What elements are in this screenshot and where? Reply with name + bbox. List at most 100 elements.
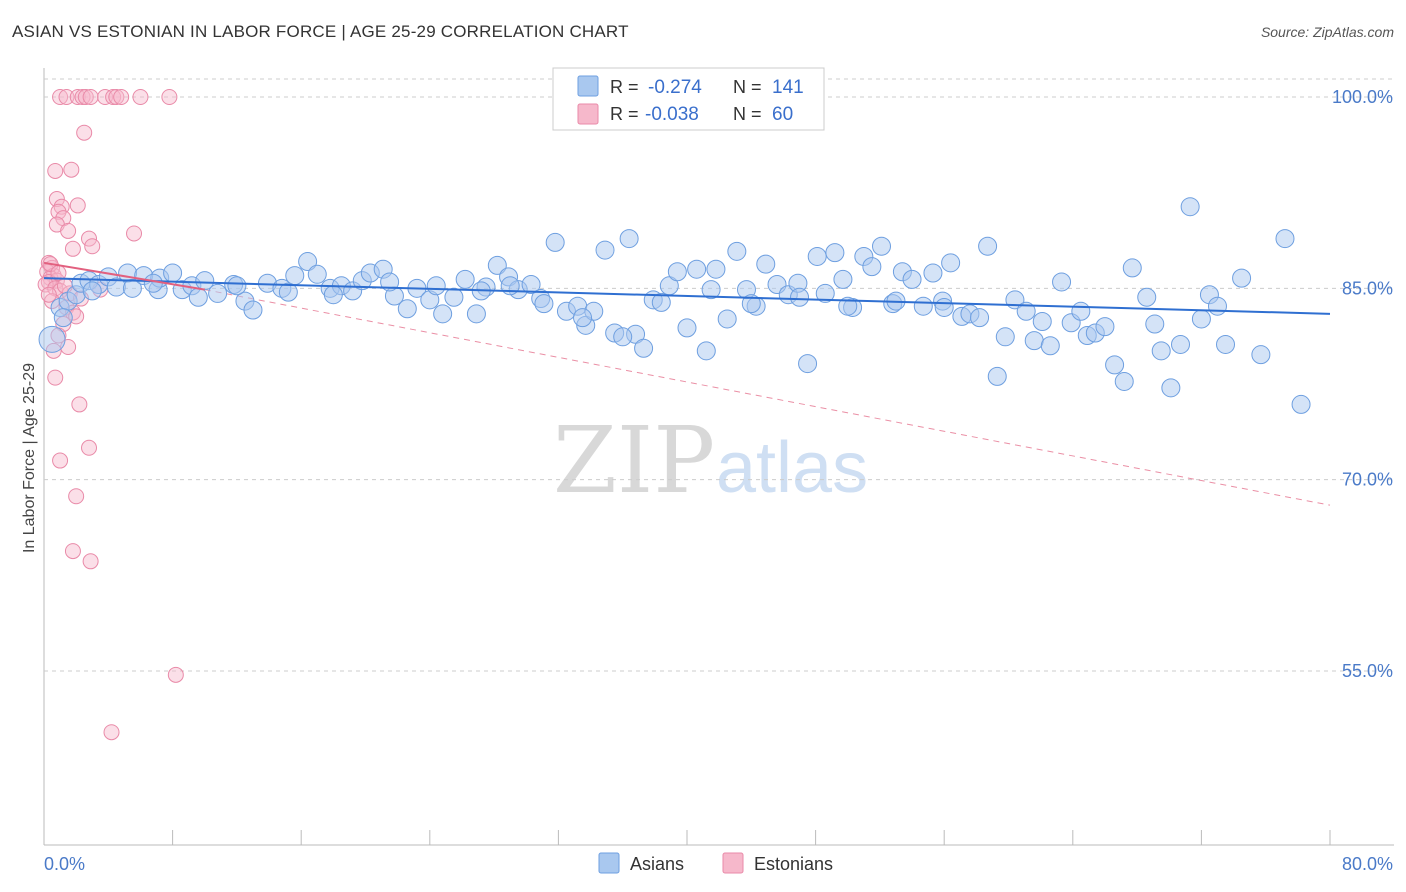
y-tick-label-55: 55.0% [1342, 661, 1393, 681]
estonians-trend-extension [204, 289, 1331, 506]
estonian-point [63, 161, 80, 178]
estonian-point [64, 240, 81, 257]
estonian-point [84, 238, 101, 255]
estonian-point [69, 197, 86, 214]
x-tick-label-max: 80.0% [1342, 854, 1393, 874]
asian-point [122, 278, 142, 298]
watermark-atlas: atlas [716, 428, 868, 508]
asian-point [1105, 355, 1125, 375]
asian-point [53, 308, 73, 328]
asian-point [573, 308, 593, 328]
legend-asian-n-label: N = [733, 77, 762, 97]
asian-point [790, 287, 810, 307]
asian-point [1122, 258, 1142, 278]
asian-point [872, 236, 892, 256]
legend-estonian-r-label: R = [610, 104, 639, 124]
legend-estonian-swatch [578, 104, 598, 124]
asian-point [227, 276, 247, 296]
asian-point [1114, 371, 1134, 391]
estonian-point [81, 439, 98, 456]
asian-point [815, 283, 835, 303]
estonian-point [69, 89, 86, 105]
asian-point [426, 276, 446, 296]
legend-asian-swatch-border [577, 75, 599, 97]
asian-point [833, 269, 853, 289]
asian-point [1191, 309, 1211, 329]
asian-point [923, 263, 943, 283]
asian-point [1232, 268, 1252, 288]
estonian-point [47, 369, 64, 386]
asian-point [82, 281, 102, 301]
asian-point [619, 229, 639, 249]
y-tick-label-70: 70.0% [1342, 470, 1393, 490]
asian-point [195, 271, 215, 291]
bottom-legend-asian-swatch-border [598, 852, 620, 874]
asian-point [862, 257, 882, 277]
asian-point [1095, 317, 1115, 337]
estonian-point [48, 191, 65, 208]
bottom-legend-estonian-swatch-border [722, 852, 744, 874]
asian-point [444, 287, 464, 307]
asian-point [521, 275, 541, 295]
grid-lines [44, 78, 1394, 672]
asian-point [534, 294, 554, 314]
y-tick-label-85: 85.0% [1342, 278, 1393, 298]
asian-point [798, 354, 818, 374]
asian-point [1024, 331, 1044, 351]
correlation-legend: R = -0.274 N = 141 R = -0.038 N = 60 [552, 67, 825, 131]
asian-point [487, 255, 507, 275]
asian-point [380, 272, 400, 292]
asian-point [995, 327, 1015, 347]
chart-title: ASIAN VS ESTONIAN IN LABOR FORCE | AGE 2… [12, 22, 629, 41]
asian-point [941, 253, 961, 273]
asian-point [323, 285, 343, 305]
asian-point [243, 300, 263, 320]
estonian-point [161, 89, 178, 105]
asian-point [1161, 378, 1181, 398]
estonian-point [47, 280, 64, 297]
estonian-point [82, 89, 99, 105]
asian-point [634, 338, 654, 358]
estonian-point [132, 89, 149, 105]
asian-point [466, 304, 486, 324]
asian-point [756, 254, 776, 274]
watermark-zip: ZIP [553, 407, 715, 514]
asian-point [163, 263, 183, 283]
asian-point [987, 366, 1007, 386]
bottom-legend-estonian-swatch [723, 853, 743, 873]
estonian-point [40, 286, 57, 303]
asian-point [38, 325, 66, 353]
asian-point [285, 266, 305, 286]
asian-point [1251, 345, 1271, 365]
asian-point [1016, 301, 1036, 321]
asian-point [455, 269, 475, 289]
legend-asian-n-value: 141 [772, 77, 804, 98]
asian-point [1180, 197, 1200, 217]
asian-point [913, 296, 933, 316]
bottom-legend-asian-label: Asians [630, 854, 684, 874]
asian-point [902, 269, 922, 289]
legend-asian-r-label: R = [610, 77, 639, 97]
estonian-point [76, 124, 93, 141]
asian-point [717, 309, 737, 329]
asian-point [1145, 314, 1165, 334]
asian-point [1216, 334, 1236, 354]
estonians-trend-line [43, 261, 205, 291]
asian-point [934, 297, 954, 317]
estonian-point [167, 666, 184, 683]
bottom-legend-asian-swatch [599, 853, 619, 873]
legend-estonian-r-value: -0.038 [645, 104, 699, 125]
legend-estonian-swatch-border [577, 103, 599, 125]
asian-point [696, 341, 716, 361]
legend-estonian-n-label: N = [733, 104, 762, 124]
asian-point [613, 327, 633, 347]
asian-point [667, 262, 687, 282]
estonian-point [64, 543, 81, 560]
series-legend: Asians Estonians [598, 852, 833, 874]
asian-point [1291, 394, 1311, 414]
asian-point [1071, 301, 1091, 321]
asian-point [978, 236, 998, 256]
estonian-point [60, 222, 77, 239]
source-label: Source: ZipAtlas.com [1260, 24, 1394, 40]
